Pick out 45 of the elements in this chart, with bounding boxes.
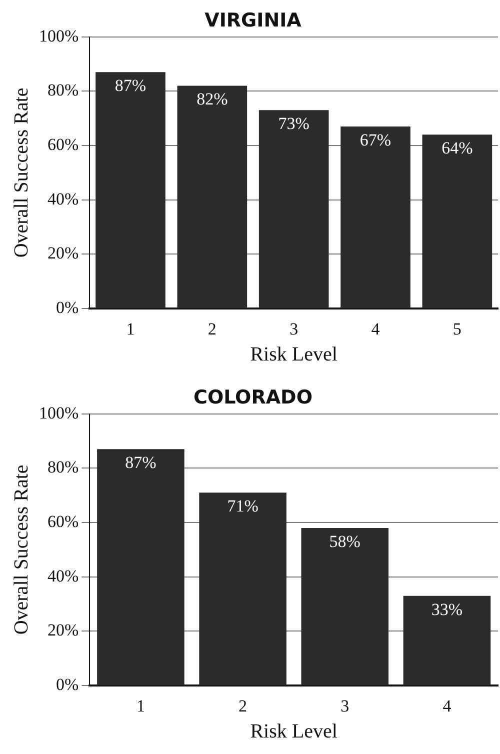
x-tick-label: 1 bbox=[126, 319, 135, 338]
bar bbox=[97, 449, 184, 686]
chart-title: COLORADO bbox=[194, 386, 312, 408]
bar bbox=[199, 492, 286, 686]
bar bbox=[422, 134, 492, 308]
y-tick-label: 80% bbox=[47, 80, 79, 100]
y-axis-title: Overall Success Rate bbox=[10, 464, 32, 635]
chart-title: VIRGINIA bbox=[204, 9, 302, 32]
data-label: 67% bbox=[360, 130, 392, 150]
x-tick-label: 2 bbox=[208, 319, 216, 338]
y-tick-label: 0% bbox=[56, 298, 79, 318]
x-tick-label: 4 bbox=[371, 319, 380, 338]
y-tick-label: 100% bbox=[38, 403, 79, 422]
data-label: 64% bbox=[442, 138, 473, 158]
bar bbox=[403, 596, 491, 686]
y-tick-label: 0% bbox=[56, 675, 79, 694]
bar bbox=[258, 110, 329, 308]
x-tick-label: 5 bbox=[452, 319, 462, 338]
data-label: 87% bbox=[114, 76, 146, 96]
y-tick-label: 100% bbox=[38, 26, 79, 46]
x-tick-label: 2 bbox=[238, 696, 248, 716]
y-axis-title: Overall Success Rate bbox=[10, 88, 32, 258]
y-tick-label: 20% bbox=[47, 620, 79, 640]
data-label: 82% bbox=[196, 90, 228, 109]
x-axis-title: Risk Level bbox=[250, 720, 338, 742]
y-tick-label: 40% bbox=[47, 189, 79, 208]
x-tick-label: 1 bbox=[136, 696, 145, 716]
x-axis-title: Risk Level bbox=[250, 343, 338, 366]
data-label: 71% bbox=[227, 496, 258, 516]
x-tick-label: 4 bbox=[442, 696, 452, 716]
y-tick-label: 40% bbox=[47, 566, 79, 586]
bar bbox=[177, 86, 248, 308]
bar bbox=[96, 72, 166, 308]
x-tick-label: 3 bbox=[340, 696, 350, 716]
x-tick-label: 3 bbox=[290, 319, 298, 338]
y-tick-label: 60% bbox=[47, 512, 79, 531]
y-tick-label: 60% bbox=[47, 134, 79, 154]
data-label: 73% bbox=[278, 114, 310, 134]
bar bbox=[340, 126, 410, 308]
data-label: 58% bbox=[329, 532, 360, 551]
data-label: 87% bbox=[125, 453, 156, 472]
y-tick-label: 80% bbox=[47, 458, 79, 477]
data-label: 33% bbox=[431, 600, 463, 619]
bar bbox=[301, 528, 389, 686]
y-tick-label: 20% bbox=[47, 244, 79, 263]
